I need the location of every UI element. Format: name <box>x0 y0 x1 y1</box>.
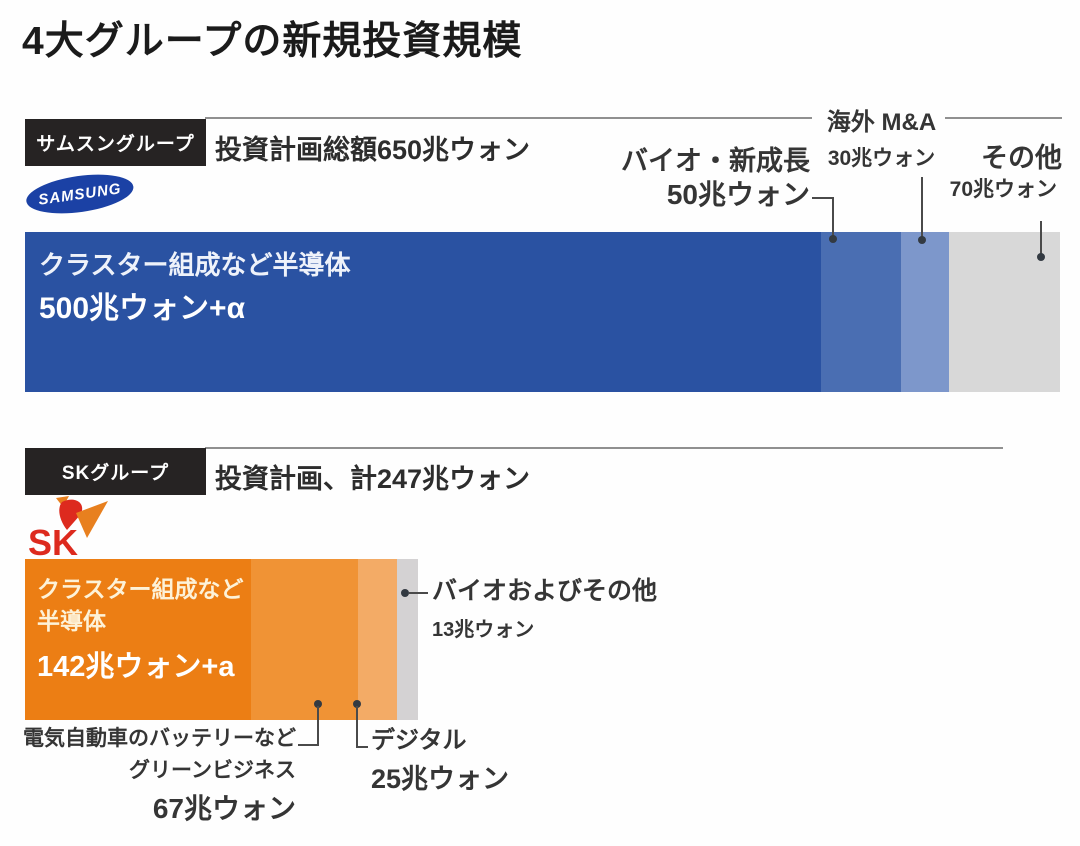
divider-line <box>205 117 812 119</box>
annotation-overseas-ma-value: 30兆ウォン <box>827 147 936 170</box>
samsung-logo-text: SAMSUNG <box>37 179 123 209</box>
samsung-bar-label-line2: 500兆ウォン+α <box>39 292 246 325</box>
leader-line <box>317 706 319 746</box>
annotation-digital: デジタル 25兆ウォン <box>371 726 509 796</box>
leader-line <box>298 744 318 746</box>
leader-dot <box>918 236 926 244</box>
annotation-bio-value: 50兆ウォン <box>666 179 810 210</box>
samsung-segment-semiconductor: クラスター組成など半導体 500兆ウォン+α <box>25 232 822 392</box>
sk-bar-label-line3: 142兆ウォン+a <box>37 651 235 683</box>
sk-logo: SK <box>28 496 112 563</box>
annotation-bio-other-label: バイオおよびその他 <box>432 577 658 605</box>
leader-line <box>1040 221 1042 255</box>
samsung-stacked-bar: クラスター組成など半導体 500兆ウォン+α <box>25 232 1060 392</box>
annotation-bio-other: バイオおよびその他 13兆ウォン <box>432 576 657 644</box>
samsung-plan-total: 投資計画総額650兆ウォン <box>215 135 531 165</box>
divider-line <box>205 447 1003 449</box>
sk-bar-label-line2: 半導体 <box>37 608 106 634</box>
annotation-overseas-ma-label: 海外 M&A <box>826 109 937 136</box>
leader-line <box>409 592 428 594</box>
leader-dot <box>314 700 322 708</box>
annotation-green-value: 67兆ウォン <box>152 793 296 824</box>
leader-dot <box>401 589 409 597</box>
divider-line <box>945 117 1062 119</box>
sk-segment-digital <box>357 559 398 720</box>
samsung-oval-icon: SAMSUNG <box>23 168 136 220</box>
samsung-logo: SAMSUNG <box>23 168 136 222</box>
sk-stacked-bar: クラスター組成など 半導体 142兆ウォン+a <box>25 559 419 720</box>
leader-line <box>812 197 834 199</box>
annotation-bio-label: バイオ・新成長 <box>621 146 810 176</box>
sk-segment-green-business <box>250 559 358 720</box>
sk-segment-bio-other <box>397 559 419 720</box>
annotation-digital-value: 25兆ウォン <box>371 764 510 794</box>
sk-group-label: SKグループ <box>61 463 170 484</box>
sk-plan-total: 投資計画、計247兆ウォン <box>215 464 531 494</box>
leader-line <box>921 177 923 238</box>
samsung-group-badge: サムスングループ <box>25 119 206 166</box>
leader-line <box>356 746 368 748</box>
annotation-other: その他 70兆ウォン <box>950 141 1062 205</box>
sk-logo-text: SK <box>28 522 79 563</box>
sk-butterfly-icon <box>56 496 108 538</box>
leader-dot <box>829 235 837 243</box>
annotation-green-label2: グリーンビジネス <box>129 759 296 782</box>
samsung-group-label: サムスングループ <box>36 134 195 155</box>
annotation-other-value: 70兆ウォン <box>949 178 1057 201</box>
samsung-segment-bio-new-growth <box>821 232 901 392</box>
samsung-bar-label: クラスター組成など半導体 500兆ウォン+α <box>25 232 821 328</box>
annotation-green-label1: 電気自動車のバッテリーなど <box>23 727 296 750</box>
samsung-segment-overseas-ma <box>900 232 949 392</box>
annotation-green-business: 電気自動車のバッテリーなど グリーンビジネス 67兆ウォン <box>23 725 296 829</box>
annotation-bio-new-growth: バイオ・新成長 50兆ウォン <box>621 145 810 213</box>
sk-group-badge: SKグループ <box>25 448 206 495</box>
sk-bar-label: クラスター組成など 半導体 142兆ウォン+a <box>25 559 251 685</box>
sk-bar-label-line1: クラスター組成など <box>37 576 244 602</box>
leader-dot <box>353 700 361 708</box>
annotation-other-label: その他 <box>981 143 1062 173</box>
leader-dot <box>1037 253 1045 261</box>
sk-segment-semiconductor: クラスター組成など 半導体 142兆ウォン+a <box>25 559 251 720</box>
annotation-digital-label: デジタル <box>371 727 467 754</box>
page-title: 4大グループの新規投資規模 <box>22 20 523 63</box>
leader-line <box>356 706 358 748</box>
samsung-bar-label-line1: クラスター組成など半導体 <box>39 250 351 280</box>
leader-line <box>832 197 834 238</box>
annotation-bio-other-value: 13兆ウォン <box>432 619 535 641</box>
